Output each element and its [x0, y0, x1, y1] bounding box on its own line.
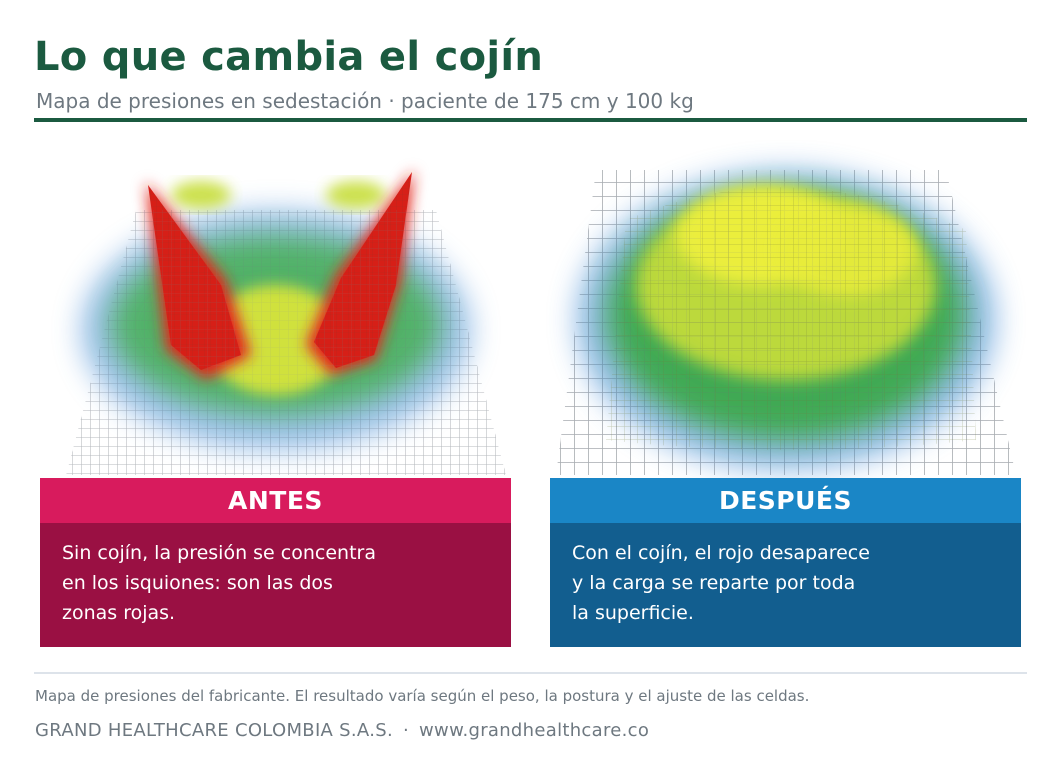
panel-antes-title: ANTES [40, 478, 511, 523]
panel-antes-description: Sin cojín, la presión se concentra en lo… [40, 523, 511, 647]
panel-despues-line: la superficie. [572, 602, 694, 624]
panel-despues-description: Con el cojín, el rojo desaparece y la ca… [550, 523, 1021, 647]
footer-divider [34, 672, 1027, 674]
panel-antes-line: en los isquiones: son las dos [62, 572, 333, 594]
pressure-map-antes [36, 140, 516, 480]
page-subtitle: Mapa de presiones en sedestación · pacie… [36, 89, 694, 113]
panel-despues-line: Con el cojín, el rojo desaparece [572, 542, 870, 564]
footer-credit: GRAND HEALTHCARE COLOMBIA S.A.S. · www.gra… [35, 720, 649, 741]
panel-despues-title: DESPUÉS [550, 478, 1021, 523]
website-link[interactable]: www.grandhealthcare.co [419, 720, 650, 741]
company-name: GRAND HEALTHCARE COLOMBIA S.A.S. [35, 720, 393, 741]
footnote: Mapa de presiones del fabricante. El res… [35, 687, 810, 705]
panel-antes: ANTES Sin cojín, la presión se concentra… [40, 478, 511, 647]
panel-antes-line: zonas rojas. [62, 602, 176, 624]
panel-despues: DESPUÉS Con el cojín, el rojo desaparece… [550, 478, 1021, 647]
footer-separator: · [403, 720, 410, 741]
page-title: Lo que cambia el cojín [34, 34, 544, 80]
header-divider [34, 118, 1027, 122]
panel-despues-line: y la carga se reparte por toda [572, 572, 856, 594]
pressure-map-despues [546, 140, 1026, 480]
panel-antes-line: Sin cojín, la presión se concentra [62, 542, 376, 564]
